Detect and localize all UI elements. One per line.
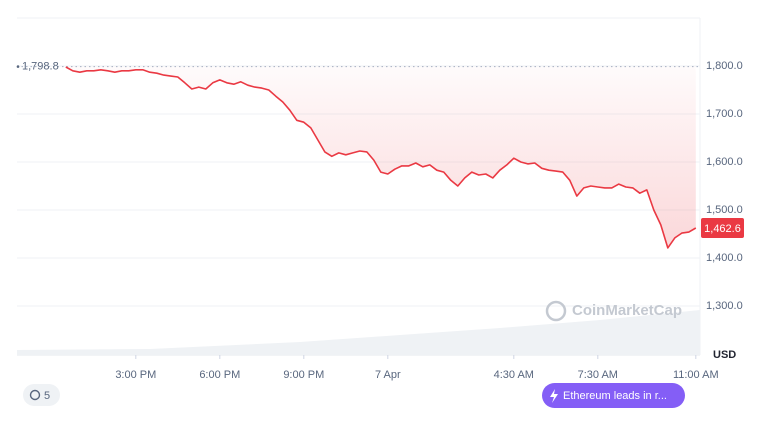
y-tick-label: 1,700.0 [706,108,743,120]
y-axis-label: USD [713,349,736,361]
badge-count: 5 [44,390,50,402]
reference-dot [16,65,20,68]
y-tick-label: 1,300.0 [706,300,743,312]
y-tick-label: 1,400.0 [706,252,743,264]
y-tick-label: 1,500.0 [706,204,743,216]
x-tick-label: 9:00 PM [283,369,324,381]
x-tick-label: 6:00 PM [199,369,240,381]
news-button-text: Ethereum leads in r... [563,390,667,402]
y-tick-label: 1,800.0 [706,60,743,72]
badge[interactable]: 5 [23,384,60,406]
x-tick-label: 3:00 PM [115,369,156,381]
news-button[interactable]: Ethereum leads in r... [542,383,685,408]
watermark-text: CoinMarketCap [572,302,682,319]
volume-area [17,310,700,355]
price-tag [701,217,744,238]
price-line [65,66,697,249]
area-fill [65,66,696,248]
price-tag-label: 1,462.6 [704,223,741,235]
x-tick-label: 4:30 AM [494,369,534,381]
watermark: CoinMarketCap [545,300,682,322]
x-tick-label: 11:00 AM [673,369,719,381]
y-tick-label: 1,600.0 [706,156,743,168]
reference-label: 1,798.8 [22,60,59,72]
x-tick-label: 7 Apr [375,369,401,381]
x-tick-label: 7:30 AM [578,369,618,381]
